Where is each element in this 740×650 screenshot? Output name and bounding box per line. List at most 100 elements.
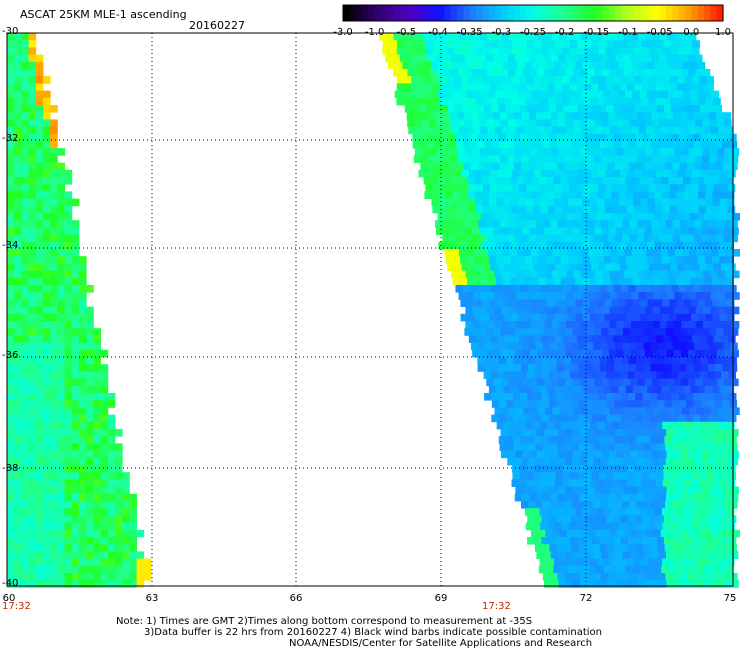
- swath-cell: [518, 205, 527, 214]
- swath-cell: [431, 198, 440, 207]
- swath-cell: [437, 213, 446, 221]
- swath-cell: [382, 40, 391, 48]
- swath-cell: [463, 162, 472, 171]
- footer-credit: NOAA/NESDIS/Center for Satellite Applica…: [289, 638, 593, 649]
- swath-cell: [476, 47, 484, 55]
- swath-cell: [492, 162, 501, 171]
- swath-cell: [545, 249, 553, 257]
- swath-cell: [57, 558, 65, 567]
- swath-cell: [566, 529, 575, 538]
- swath-cell: [572, 328, 581, 336]
- swath-cell: [35, 580, 44, 588]
- swath-cell: [505, 133, 514, 142]
- swath-cell: [628, 436, 636, 444]
- swath-cell: [565, 69, 574, 77]
- swath-cell: [599, 537, 607, 545]
- swath-cell: [650, 573, 659, 581]
- swath-cell: [589, 565, 597, 574]
- swath-cell: [50, 357, 58, 365]
- swath-cell: [470, 141, 478, 149]
- swath-cell: [601, 450, 610, 459]
- swath-cell: [638, 33, 646, 41]
- swath-cell: [677, 465, 686, 473]
- map-date: 20160227: [189, 19, 245, 32]
- swath-cell: [534, 357, 543, 365]
- swath-cell: [709, 493, 717, 502]
- swath-cell: [586, 155, 595, 163]
- swath-cell: [646, 565, 655, 574]
- swath-cell: [597, 299, 605, 307]
- swath-cell: [652, 486, 660, 495]
- swath-cell: [557, 493, 566, 502]
- swath-cell: [474, 198, 483, 207]
- swath-cell: [615, 227, 624, 235]
- swath-cell: [714, 436, 723, 444]
- swath-cell: [646, 529, 654, 538]
- swath-cell: [536, 155, 544, 163]
- swath-cell: [534, 472, 542, 480]
- swath-cell: [688, 119, 696, 127]
- swath-cell: [35, 119, 44, 127]
- swath-cell: [593, 155, 602, 163]
- swath-cell: [580, 580, 588, 588]
- swath-cell: [621, 400, 630, 408]
- swath-cell: [606, 285, 615, 293]
- swath-cell: [676, 299, 685, 307]
- swath-cell: [634, 76, 643, 84]
- swath-cell: [64, 234, 73, 243]
- swath-cell: [701, 342, 709, 351]
- swath-cell: [637, 54, 645, 63]
- swath-cell: [512, 263, 520, 271]
- swath-cell: [79, 537, 87, 545]
- swath-cell: [671, 544, 680, 552]
- swath-cell: [679, 342, 688, 351]
- swath-cell: [722, 162, 731, 171]
- swath-cell: [43, 472, 51, 480]
- swath-cell: [551, 69, 560, 77]
- swath-cell: [716, 457, 724, 466]
- swath-cell: [665, 457, 674, 466]
- swath-cell: [79, 407, 87, 415]
- swath-cell: [427, 141, 435, 149]
- swath-cell: [618, 313, 627, 322]
- swath-cell: [71, 328, 80, 336]
- swath-cell: [555, 47, 563, 55]
- swath-cell: [537, 33, 546, 41]
- swath-cell: [663, 465, 671, 473]
- swath-cell: [472, 292, 481, 300]
- swath-cell: [671, 414, 679, 423]
- swath-cell: [639, 90, 648, 99]
- swath-cell: [505, 105, 514, 113]
- swath-cell: [650, 357, 658, 365]
- swath-cell: [728, 537, 737, 545]
- swath-cell: [498, 105, 507, 113]
- swath-cell: [617, 529, 625, 538]
- swath-cell: [21, 378, 29, 387]
- swath-cell: [35, 357, 44, 365]
- swath-cell: [43, 537, 51, 545]
- swath-cell: [495, 177, 504, 185]
- swath-cell: [86, 501, 94, 509]
- swath-cell: [594, 486, 603, 495]
- swath-cell: [695, 580, 703, 588]
- swath-cell: [642, 133, 651, 142]
- swath-cell: [71, 335, 80, 343]
- swath-cell: [634, 47, 643, 55]
- swath-cell: [601, 119, 610, 127]
- swath-cell: [531, 177, 540, 185]
- swath-cell: [575, 508, 584, 516]
- swath-cell: [705, 522, 714, 531]
- swath-cell: [659, 306, 668, 315]
- swath-cell: [508, 292, 517, 300]
- swath-cell: [490, 83, 498, 91]
- swath-cell: [568, 558, 577, 567]
- swath-cell: [651, 112, 660, 120]
- swath-cell: [86, 357, 94, 365]
- swath-cell: [435, 220, 443, 228]
- swath-cell: [14, 393, 22, 401]
- swath-cell: [57, 371, 65, 379]
- swath-cell: [630, 54, 638, 63]
- swath-cell: [100, 457, 109, 466]
- swath-cell: [570, 414, 579, 423]
- swath-cell: [43, 457, 51, 466]
